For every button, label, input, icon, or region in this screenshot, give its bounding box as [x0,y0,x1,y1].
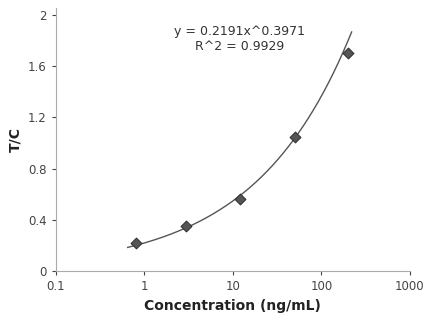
X-axis label: Concentration (ng/mL): Concentration (ng/mL) [144,299,321,313]
Point [236,196,243,201]
Point [132,240,139,246]
Y-axis label: T/C: T/C [8,127,23,152]
Point [291,134,298,139]
Point [345,51,352,56]
Text: y = 0.2191x^0.3971
R^2 = 0.9929: y = 0.2191x^0.3971 R^2 = 0.9929 [174,25,305,53]
Point [183,223,190,228]
